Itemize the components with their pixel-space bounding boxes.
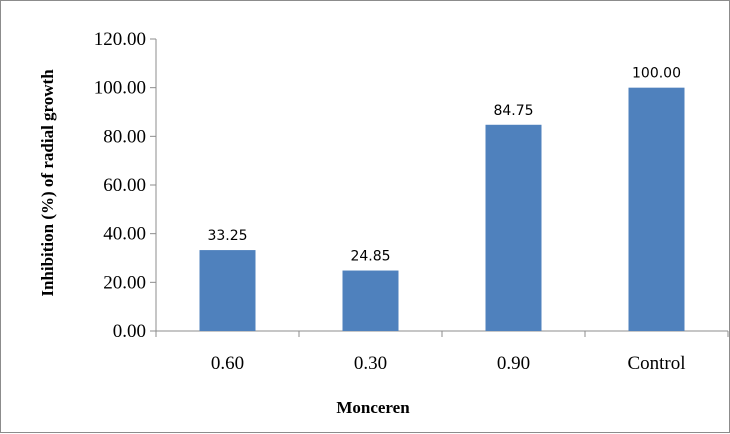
y-tick-label: 80.00 [103,126,146,147]
data-label: 84.75 [493,103,533,119]
bar [199,250,256,331]
y-tick-label: 0.00 [113,321,146,342]
plot-area: 0.00 20.00 40.00 60.00 80.00 100.00 120.00 33.2… [94,29,729,374]
y-tick-label: 20.00 [103,272,146,293]
bar [628,87,685,332]
y-axis-title: Inhibition (%) of radial growth [38,69,57,297]
x-tick-label: 0.60 [211,353,244,374]
bar [485,124,542,332]
y-tick-label: 60.00 [103,175,146,196]
data-label: 24.85 [350,249,390,265]
bar [342,270,399,331]
y-tick-label: 100.00 [94,78,146,99]
data-label: 100.00 [632,66,681,82]
x-tick-label: Control [627,353,685,374]
x-axis-title: Monceren [336,398,410,417]
y-tick-label: 40.00 [103,224,146,245]
data-label: 33.25 [207,228,247,244]
y-tick-label: 120.00 [94,29,146,50]
x-tick-label: 0.30 [354,353,387,374]
x-tick-label: 0.90 [497,353,530,374]
